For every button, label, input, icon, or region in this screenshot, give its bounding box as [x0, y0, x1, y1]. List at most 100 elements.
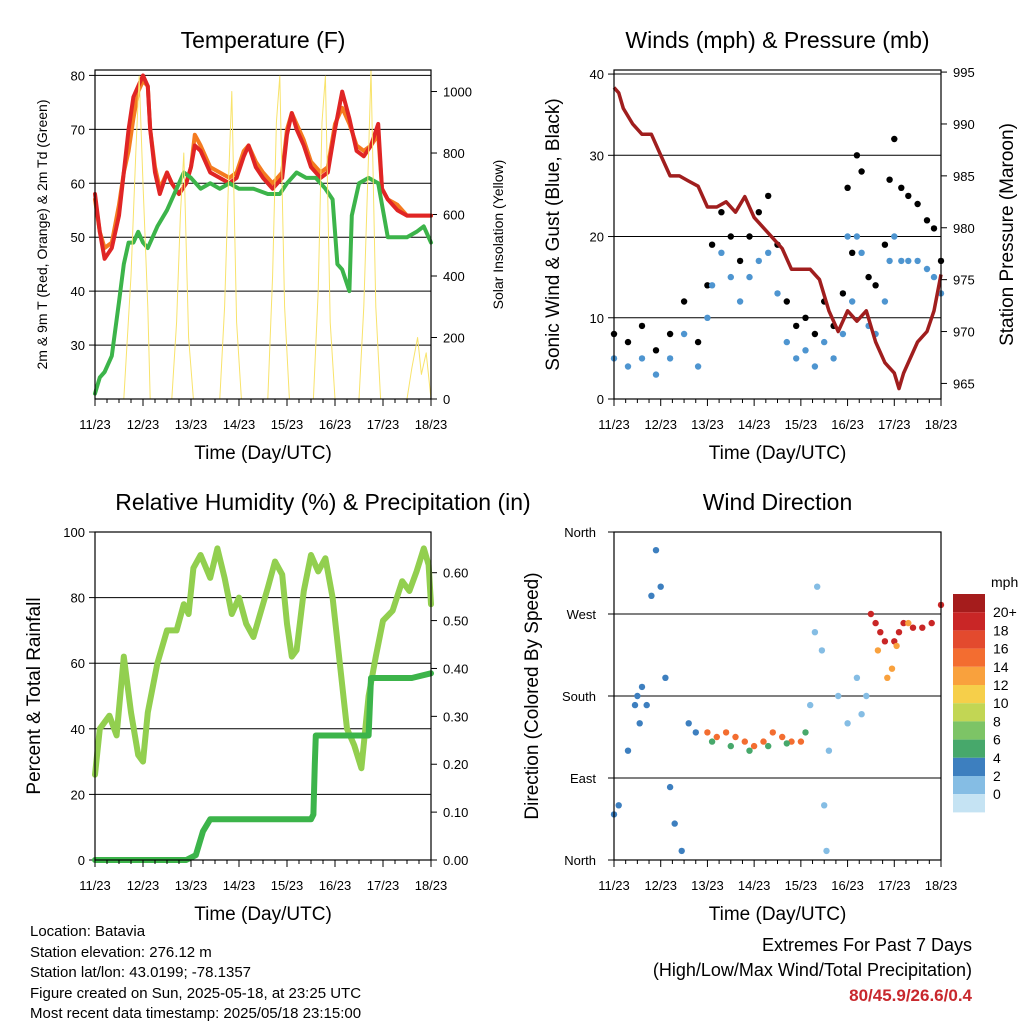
x-tick-label: 16/23 — [831, 417, 864, 432]
x-axis-label: Time (Day/UTC) — [709, 443, 847, 464]
y2-axis-label: Station Pressure (Maroon) — [997, 123, 1018, 346]
data-point — [615, 802, 622, 809]
series-6 — [874, 619, 912, 681]
series-line — [92, 670, 434, 863]
data-point — [718, 249, 725, 256]
data-point — [923, 265, 931, 273]
data-point — [631, 701, 639, 709]
data-point — [888, 665, 896, 672]
chart-title: Temperature (F) — [181, 27, 346, 53]
data-point — [930, 273, 938, 281]
data-point — [783, 338, 790, 346]
legend-swatch — [953, 666, 985, 685]
extremes-title: Extremes For Past 7 Days — [761, 935, 972, 955]
data-point — [900, 619, 907, 627]
x-tick-label: 14/23 — [738, 878, 771, 893]
data-point — [811, 629, 819, 636]
legend-label: 8 — [993, 713, 1001, 729]
data-point — [928, 619, 935, 627]
data-point — [914, 257, 921, 265]
x-tick-label: 16/23 — [319, 878, 352, 893]
data-point — [814, 583, 821, 590]
y-tick-label: 100 — [63, 525, 85, 540]
y2-tick-label: 0.50 — [443, 614, 468, 629]
data-point — [898, 184, 905, 191]
x-axis-label: Time (Day/UTC) — [194, 443, 332, 464]
x-tick-label: 12/23 — [127, 878, 160, 893]
data-point — [867, 610, 875, 618]
series-line — [123, 69, 432, 400]
data-point — [825, 747, 833, 754]
x-tick-label: 17/23 — [367, 417, 400, 432]
location-text: Location: Batavia — [30, 923, 146, 940]
legend-label: 2 — [993, 768, 1001, 784]
data-point — [671, 820, 678, 827]
series-1 — [92, 545, 434, 778]
y2-tick-label: 600 — [443, 208, 465, 223]
y2-tick-label: 0.30 — [443, 709, 468, 724]
data-point — [891, 233, 898, 240]
data-point — [680, 330, 688, 338]
data-point — [662, 674, 669, 681]
y2-tick-label: 0 — [443, 392, 450, 407]
x-tick-label: 15/23 — [785, 417, 818, 432]
data-point — [652, 371, 660, 378]
x-tick-label: 18/23 — [925, 878, 958, 893]
data-point — [909, 624, 917, 631]
data-point — [930, 225, 938, 232]
data-point — [657, 583, 664, 590]
data-point — [811, 363, 819, 370]
y-tick-label: 80 — [71, 591, 85, 606]
y-tick-label: 50 — [71, 230, 85, 245]
data-point — [643, 701, 650, 709]
data-point — [692, 729, 699, 736]
legend-title: mph — [991, 574, 1018, 590]
data-point — [765, 192, 772, 200]
data-point — [755, 209, 762, 216]
y-tick-label: 0 — [597, 392, 604, 407]
y2-axis-label: Solar Insolation (Yellow) — [490, 160, 506, 310]
data-point — [802, 729, 809, 736]
data-point — [793, 322, 800, 330]
y-tick-label: 40 — [71, 284, 85, 299]
y-tick-label: East — [570, 771, 596, 786]
data-point — [765, 742, 772, 750]
data-point — [905, 257, 912, 265]
data-point — [802, 347, 809, 354]
legend-label: 10 — [993, 695, 1009, 711]
data-point — [741, 738, 748, 745]
x-tick-label: 11/23 — [598, 417, 630, 432]
y-tick-label: 70 — [71, 122, 85, 137]
x-tick-label: 18/23 — [415, 878, 448, 893]
x-tick-label: 14/23 — [223, 417, 256, 432]
x-tick-label: 17/23 — [367, 878, 400, 893]
data-point — [779, 733, 786, 741]
data-point — [858, 249, 865, 256]
y2-tick-label: 0.40 — [443, 661, 468, 676]
x-tick-label: 18/23 — [415, 417, 448, 432]
y2-tick-label: 990 — [953, 117, 975, 132]
data-point — [694, 363, 702, 370]
y2-tick-label: 0.20 — [443, 757, 468, 772]
data-point — [678, 847, 685, 855]
legend-swatch — [953, 703, 985, 722]
data-point — [835, 692, 842, 700]
data-point — [708, 241, 716, 248]
chart-1: Temperature (F)3040506070800200400600800… — [34, 27, 506, 464]
data-point — [863, 692, 870, 700]
y-tick-label: 40 — [71, 722, 85, 737]
chart-4: Wind DirectionNorthEastSouthWestNorth11/… — [522, 489, 1018, 925]
legend-swatch — [953, 739, 985, 758]
y2-tick-label: 0.00 — [443, 853, 468, 868]
y2-tick-label: 995 — [953, 65, 975, 80]
data-point — [638, 683, 646, 691]
y2-tick-label: 975 — [953, 273, 975, 288]
data-point — [893, 642, 900, 650]
x-axis-label: Time (Day/UTC) — [709, 904, 847, 925]
data-point — [732, 733, 739, 741]
legend-label: 20+ — [993, 604, 1017, 620]
data-point — [666, 355, 674, 362]
data-point — [898, 257, 905, 265]
y2-tick-label: 980 — [953, 221, 975, 236]
data-point — [844, 720, 851, 727]
